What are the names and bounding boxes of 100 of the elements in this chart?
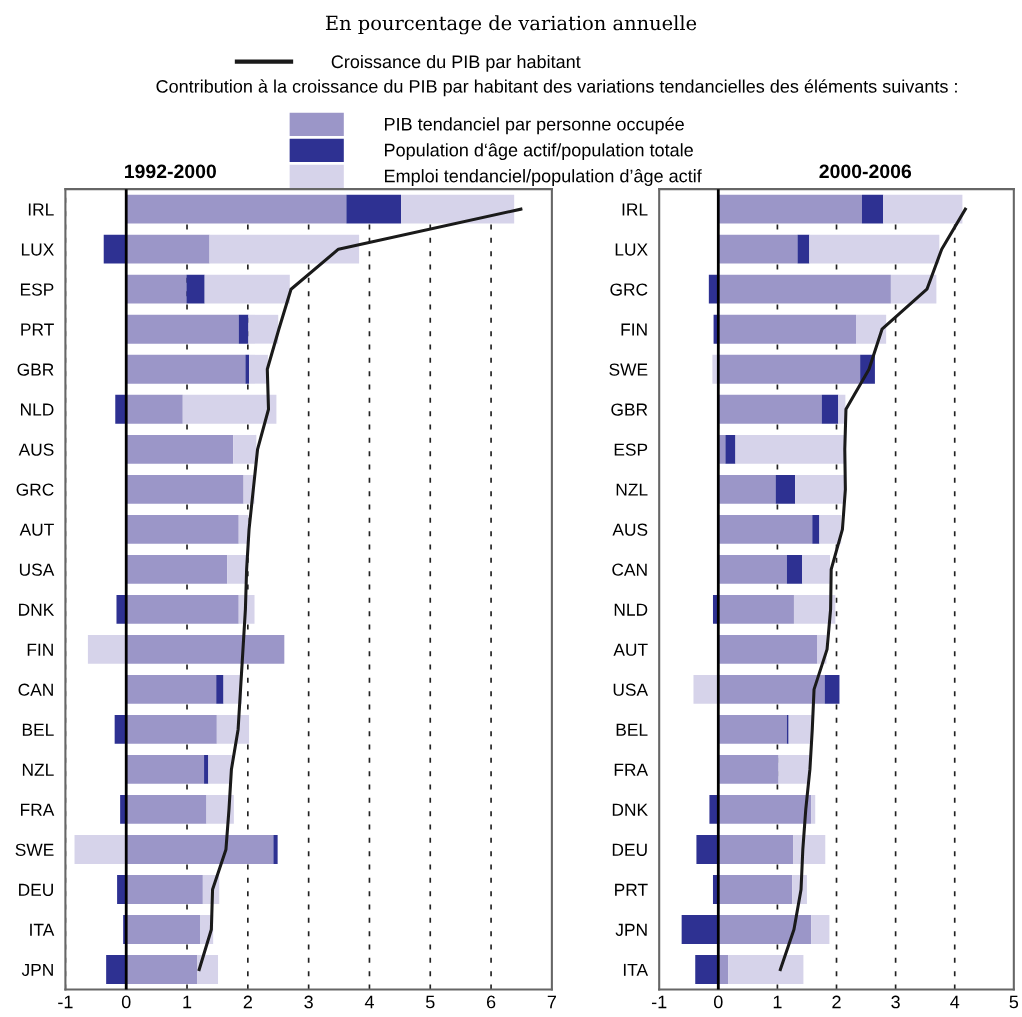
- bar: [126, 354, 246, 384]
- y-tick-label: FIN: [621, 323, 647, 336]
- bar: [718, 314, 857, 344]
- y-tick-label: DEU: [19, 883, 53, 896]
- bar: [216, 715, 250, 744]
- y-tick-label: ESP: [20, 283, 54, 296]
- y-tick-label: ITA: [623, 963, 649, 976]
- bar: [208, 755, 233, 784]
- text: En pourcentage de variation annuelle: [325, 15, 697, 35]
- bar: [795, 474, 845, 504]
- y-tick-label: GRC: [16, 483, 54, 496]
- y-tick-label: LUX: [21, 243, 54, 256]
- x-tick-label: 3: [304, 995, 313, 1009]
- bar: [216, 674, 224, 704]
- y-tick-label: NLD: [614, 603, 648, 616]
- bar: [811, 795, 816, 824]
- bar: [115, 394, 127, 424]
- bar: [718, 554, 787, 584]
- bar: [126, 594, 239, 624]
- bar: [824, 674, 840, 704]
- bar: [126, 194, 347, 224]
- bar: [788, 715, 813, 744]
- y-tick-label: ITA: [30, 923, 55, 936]
- y-tick-label: SWE: [609, 363, 648, 376]
- bar: [718, 514, 813, 544]
- bar: [718, 354, 861, 384]
- bar: [793, 594, 836, 624]
- bar: [204, 755, 209, 784]
- bar: [681, 915, 719, 944]
- x-tick-label: -1: [58, 995, 73, 1009]
- bar: [126, 394, 183, 424]
- bar: [186, 274, 205, 304]
- bar: [718, 835, 794, 864]
- x-tick-label: 2: [832, 995, 841, 1009]
- y-tick-label: FRA: [21, 803, 55, 816]
- bar: [74, 835, 127, 864]
- y-tick-label: NZL: [22, 763, 54, 776]
- y-tick-label: AUT: [613, 643, 648, 656]
- bar: [106, 955, 127, 984]
- x-tick-label: 5: [1009, 995, 1019, 1009]
- bar: [718, 674, 825, 704]
- x-tick-label: 4: [950, 995, 960, 1009]
- bar: [856, 314, 887, 344]
- bar: [775, 474, 796, 504]
- x-tick-label: 5: [425, 995, 435, 1009]
- x-tick-label: 0: [121, 995, 131, 1009]
- bar: [797, 234, 810, 264]
- bar: [718, 795, 812, 824]
- bar: [718, 194, 862, 224]
- bar: [209, 234, 360, 264]
- legend-label: Croissance du PIB par habitant: [331, 54, 581, 72]
- bar: [126, 755, 205, 784]
- bar: [87, 634, 127, 664]
- y-tick-label: AUS: [18, 443, 54, 456]
- bar: [811, 915, 830, 944]
- y-tick-label: SWE: [15, 843, 54, 856]
- chart-title: 2000-2006: [819, 164, 912, 179]
- bar: [126, 274, 187, 304]
- bar: [126, 434, 234, 464]
- bar: [126, 915, 201, 944]
- y-tick-label: LUX: [615, 243, 648, 256]
- bar: [126, 234, 210, 264]
- y-tick-label: DNK: [612, 803, 648, 816]
- bar: [693, 674, 719, 704]
- bar: [802, 554, 831, 584]
- legend-title: Contribution à la croissance du PIB par habitant des variations tendancielles des éléments suivants :: [156, 79, 957, 97]
- y-tick-label: USA: [613, 683, 649, 696]
- bar: [778, 755, 810, 784]
- y-tick-label: USA: [19, 563, 55, 576]
- bar: [126, 795, 207, 824]
- y-tick-label: BEL: [22, 723, 54, 736]
- x-tick-label: 3: [891, 995, 900, 1009]
- bar: [718, 234, 798, 264]
- bar: [248, 314, 279, 344]
- bar: [861, 194, 884, 224]
- bar: [126, 875, 203, 904]
- y-tick-label: AUS: [612, 523, 648, 536]
- bar: [718, 474, 776, 504]
- y-tick-label: IRL: [622, 203, 648, 216]
- bar: [126, 514, 239, 544]
- y-tick-label: ESP: [614, 443, 648, 456]
- y-tick-label: JPN: [615, 923, 647, 936]
- bar: [718, 915, 812, 944]
- bar: [238, 314, 249, 344]
- bar: [126, 314, 239, 344]
- bar: [695, 955, 719, 984]
- bar: [116, 594, 127, 624]
- bar: [204, 274, 290, 304]
- bar: [401, 194, 515, 224]
- bar: [718, 394, 822, 424]
- bar: [793, 835, 826, 864]
- bar: [126, 715, 217, 744]
- bar: [103, 234, 127, 264]
- bar: [786, 554, 803, 584]
- y-tick-label: PRT: [21, 323, 54, 336]
- bar: [812, 514, 820, 544]
- y-tick-label: NZL: [616, 483, 648, 496]
- bar: [883, 194, 963, 224]
- bar: [718, 274, 891, 304]
- bar: [126, 554, 228, 584]
